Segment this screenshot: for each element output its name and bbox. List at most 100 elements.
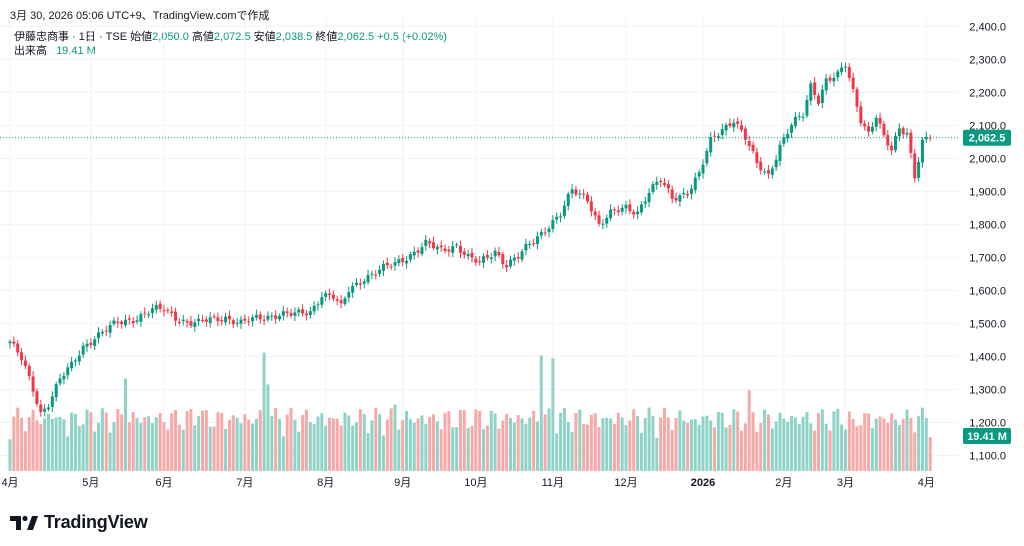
ohlc-row: 伊藤忠商事 · 1日 · TSE 始値2,050.0 高値2,072.5 安値2… (14, 30, 447, 44)
volume-bar (651, 415, 655, 471)
volume-bar (843, 429, 847, 471)
candle-body (189, 321, 193, 326)
last-price-label: 2,062.5 (969, 133, 1006, 145)
volume-bar (262, 352, 266, 471)
symbol-label[interactable]: 伊藤忠商事 · 1日 · TSE (14, 31, 128, 43)
candle-body (878, 117, 882, 124)
volume-bar (924, 418, 928, 471)
volume-bar (824, 423, 828, 471)
candle-body (366, 274, 370, 283)
volume-bar (227, 419, 231, 471)
candle-body (297, 309, 301, 313)
candle-body (308, 311, 312, 316)
candle-body (547, 228, 551, 233)
candle-body (793, 116, 797, 127)
volume-bar (31, 409, 35, 471)
candle-body (62, 375, 66, 380)
volume-bar (389, 408, 393, 471)
volume-bar (8, 439, 12, 471)
volume-bar (497, 428, 501, 471)
candle-body (143, 312, 147, 314)
candle-body (355, 282, 358, 286)
volume-bar (301, 414, 305, 471)
volume-bar (39, 423, 43, 471)
candle-body (139, 314, 143, 322)
candle-body (124, 319, 127, 326)
candle-body (328, 293, 332, 296)
volume-bar (878, 416, 882, 471)
volume-bar (58, 416, 62, 471)
candle-body (47, 407, 50, 410)
volume-bar (381, 435, 385, 471)
candle-body (420, 247, 424, 254)
volume-bar (555, 433, 559, 471)
volume-bar (108, 432, 112, 471)
volume-bar (520, 418, 524, 471)
volume-bar (624, 425, 628, 471)
open-value: 2,050.0 (152, 31, 189, 43)
candle-body (755, 152, 759, 163)
tradingview-brand[interactable]: TradingView (10, 512, 148, 533)
volume-bar (270, 415, 274, 471)
time-tick-label: 8月 (317, 477, 334, 489)
candle-body (235, 322, 239, 324)
volume-bar (809, 423, 813, 471)
volume-bar (782, 418, 786, 471)
price-tick-label: 1,800.0 (969, 219, 1006, 231)
chart-legend: 伊藤忠商事 · 1日 · TSE 始値2,050.0 高値2,072.5 安値2… (14, 30, 447, 58)
candle-body (266, 315, 270, 320)
candle-body (666, 184, 670, 189)
volume-bar (478, 410, 482, 471)
candle-body (50, 396, 54, 407)
price-tick-label: 1,100.0 (969, 450, 1006, 462)
volume-bar (297, 431, 301, 471)
candle-body (851, 77, 855, 89)
volume-bar (593, 413, 597, 471)
candle-body (809, 83, 813, 101)
candle-body (370, 273, 374, 275)
low-value: 2,038.5 (275, 31, 313, 43)
candle-body (805, 99, 809, 116)
volume-bar (701, 416, 705, 471)
candle-body (20, 352, 24, 361)
candle-body (882, 123, 886, 136)
volume-bar (224, 428, 228, 471)
volume-bar (77, 426, 81, 471)
candle-body (162, 310, 166, 312)
volume-bar (12, 416, 16, 471)
volume-bar (612, 424, 616, 471)
volume-bar (759, 422, 763, 471)
candle-body (782, 137, 786, 144)
time-tick-label: 5月 (82, 477, 99, 489)
volume-bar (901, 418, 905, 471)
volume-bar (501, 420, 505, 471)
volume-bar (639, 432, 643, 471)
candle-body (759, 161, 763, 171)
volume-bar (343, 412, 347, 471)
volume-bar (870, 428, 874, 471)
candle-body (920, 139, 924, 163)
volume-bar (543, 414, 547, 471)
volume-bar (713, 427, 717, 471)
volume-bar (628, 420, 632, 471)
open-label: 始値 (130, 31, 153, 43)
volume-bar (166, 429, 170, 471)
candle-body (435, 246, 439, 250)
candle-body (462, 251, 466, 255)
volume-bar (289, 407, 293, 471)
candle-body (559, 216, 563, 218)
volume-bar (351, 425, 355, 471)
volume-bar (27, 416, 31, 471)
candle-body (120, 321, 124, 324)
volume-bar (278, 418, 281, 471)
candle-body (174, 311, 178, 321)
volume-bar (466, 427, 470, 471)
price-tick-label: 2,300.0 (969, 54, 1006, 66)
candle-body (616, 210, 620, 213)
candle-body (23, 360, 27, 367)
candle-body (570, 189, 574, 194)
volume-bar (693, 419, 697, 471)
volume-bar (135, 418, 139, 471)
volume-bar (586, 424, 589, 471)
